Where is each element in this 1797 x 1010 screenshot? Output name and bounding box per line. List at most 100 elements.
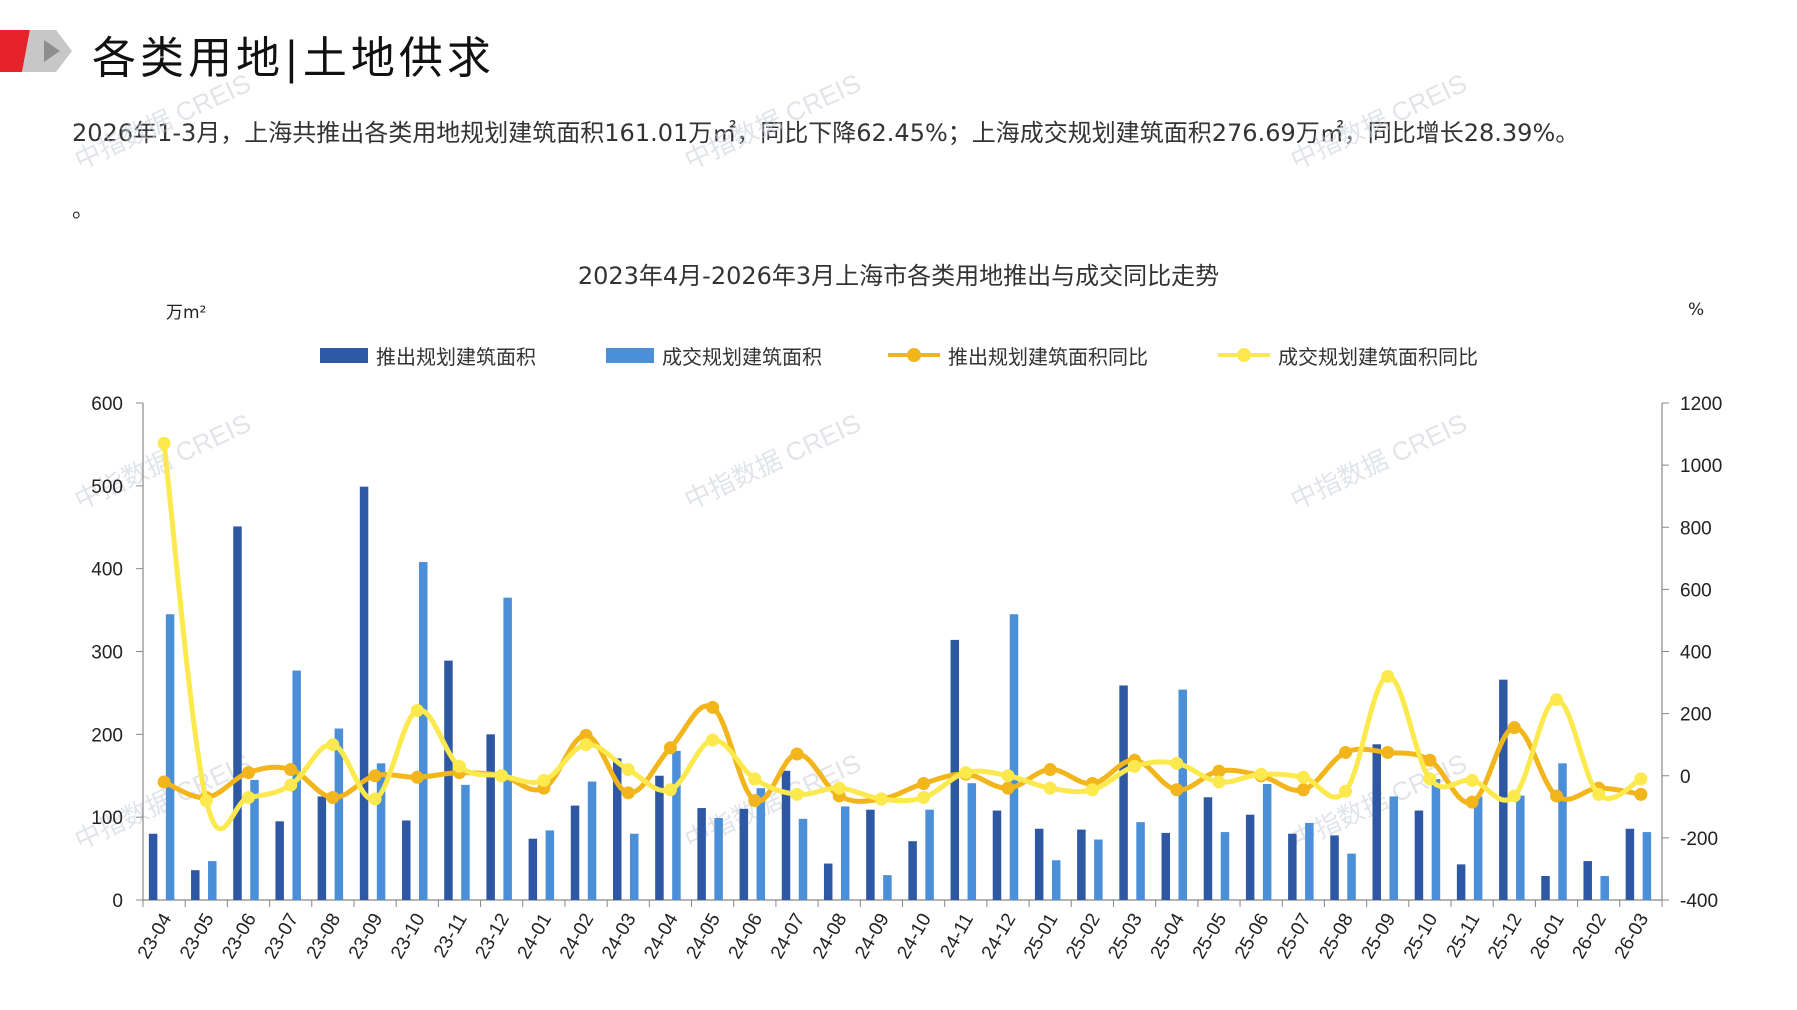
bar-deal-area	[165, 614, 175, 900]
legend-swatch-deal-yoy	[1218, 347, 1270, 363]
bar-supply-area	[275, 821, 284, 900]
summary-tail: 。	[72, 198, 95, 223]
bar-deal-area	[1305, 822, 1314, 900]
chart-title: 2023年4月-2026年3月上海市各类用地推出与成交同比走势	[577, 262, 1220, 290]
x-tick-label: 24-03	[598, 910, 640, 963]
watermark-text: 中指数据 CREIS	[680, 68, 866, 176]
bar-deal-area	[672, 750, 681, 900]
point-deal-yoy	[748, 772, 762, 786]
point-deal-yoy	[1254, 767, 1268, 781]
bar-supply-area	[1034, 828, 1044, 900]
bar-deal-area	[1431, 779, 1441, 900]
bar-supply-area	[1203, 797, 1213, 900]
x-tick-label: 26-03	[1611, 910, 1653, 963]
legend-swatch-deal-area	[606, 347, 654, 363]
bar-deal-area	[1136, 822, 1145, 900]
point-deal-yoy	[284, 778, 298, 792]
x-tick-label: 25-06	[1231, 910, 1273, 963]
bar-deal-area	[1642, 832, 1652, 900]
x-tick-label: 26-02	[1569, 910, 1611, 963]
x-tick-label: 24-02	[556, 910, 598, 963]
point-deal-yoy	[1001, 769, 1015, 783]
point-deal-yoy	[706, 733, 720, 747]
bar-supply-area	[1456, 864, 1466, 900]
x-tick-label: 25-09	[1358, 910, 1400, 963]
legend-item-deal-area: 成交规划建筑面积	[606, 340, 822, 370]
bar-deal-area	[1516, 795, 1525, 900]
bar-deal-area	[1051, 860, 1061, 900]
bar-deal-area	[1009, 614, 1019, 900]
bar-deal-area	[883, 875, 892, 900]
point-deal-yoy	[157, 436, 171, 450]
legend-label-supply-yoy: 推出规划建筑面积同比	[948, 344, 1148, 369]
bar-supply-area	[1245, 814, 1255, 900]
y-right-tick-label: -400	[1680, 891, 1718, 912]
bar-deal-area	[840, 806, 850, 900]
x-tick-label: 25-05	[1189, 910, 1231, 963]
point-deal-yoy	[241, 790, 255, 804]
point-supply-yoy	[748, 794, 762, 808]
point-deal-yoy	[1465, 773, 1479, 787]
bar-supply-area	[1330, 835, 1339, 900]
x-tick-label: 23-11	[430, 910, 472, 961]
bar-supply-area	[1288, 833, 1297, 900]
y-right-tick-label: 1200	[1680, 394, 1722, 415]
bar-deal-area	[1220, 832, 1230, 900]
point-supply-yoy	[410, 770, 424, 784]
summary-text: 2026年1-3月，上海共推出各类用地规划建筑面积161.01万㎡，同比下降62…	[72, 119, 1580, 147]
y-right-tick-label: 600	[1680, 580, 1712, 601]
point-supply-yoy	[284, 763, 298, 777]
point-deal-yoy	[621, 763, 635, 777]
bar-supply-area	[233, 526, 242, 900]
point-deal-yoy	[1296, 770, 1310, 784]
point-supply-yoy	[326, 790, 340, 804]
legend-swatch-supply-area	[320, 347, 368, 363]
bar-supply-area	[1077, 829, 1086, 900]
y-left-tick-label: 500	[91, 477, 123, 498]
x-tick-label: 24-04	[640, 910, 683, 963]
bar-deal-area	[714, 817, 723, 900]
point-deal-yoy	[1507, 789, 1521, 803]
point-deal-yoy	[579, 738, 593, 752]
point-supply-yoy	[1550, 789, 1564, 803]
legend-label-supply-area: 推出规划建筑面积	[376, 344, 536, 369]
bar-supply-area	[1499, 679, 1508, 900]
x-tick-label: 24-12	[978, 910, 1020, 963]
x-tick-label: 24-08	[809, 910, 851, 963]
bar-supply-area	[1372, 744, 1381, 900]
point-supply-yoy	[917, 777, 931, 791]
bar-supply-area	[1414, 810, 1424, 900]
point-deal-yoy	[1212, 775, 1226, 789]
x-tick-label: 23-04	[134, 910, 177, 963]
point-deal-yoy	[199, 794, 213, 808]
bar-supply-area	[908, 841, 917, 900]
bar-deal-area	[925, 809, 934, 900]
x-tick-label: 25-12	[1484, 910, 1526, 963]
watermark-text: 中指数据 CREIS	[70, 68, 256, 176]
bar-supply-area	[655, 775, 664, 900]
bar-supply-area	[1583, 861, 1592, 900]
point-deal-yoy	[663, 783, 677, 797]
bar-deal-area	[1558, 763, 1567, 900]
x-tick-label: 23-12	[471, 910, 513, 963]
point-deal-yoy	[1592, 787, 1606, 801]
y-right-tick-label: 1000	[1680, 456, 1722, 477]
bar-deal-area	[798, 818, 808, 900]
x-tick-label: 24-01	[514, 910, 556, 963]
bar-supply-area	[359, 486, 369, 900]
bar-deal-area	[1347, 853, 1356, 900]
bar-supply-area	[866, 809, 875, 900]
point-supply-yoy	[1634, 787, 1648, 801]
point-deal-yoy	[452, 759, 466, 773]
point-deal-yoy	[1634, 772, 1648, 786]
y-right-tick-label: -200	[1680, 829, 1718, 850]
x-tick-label: 23-06	[218, 910, 260, 963]
bar-supply-area	[1541, 875, 1550, 900]
point-supply-yoy	[1170, 783, 1184, 797]
point-deal-yoy	[790, 787, 804, 801]
point-supply-yoy	[1381, 745, 1395, 759]
bar-supply-area	[950, 639, 960, 900]
bar-supply-area	[1119, 685, 1128, 900]
brand-logo-icon	[0, 30, 72, 72]
bar-supply-area	[148, 833, 158, 900]
